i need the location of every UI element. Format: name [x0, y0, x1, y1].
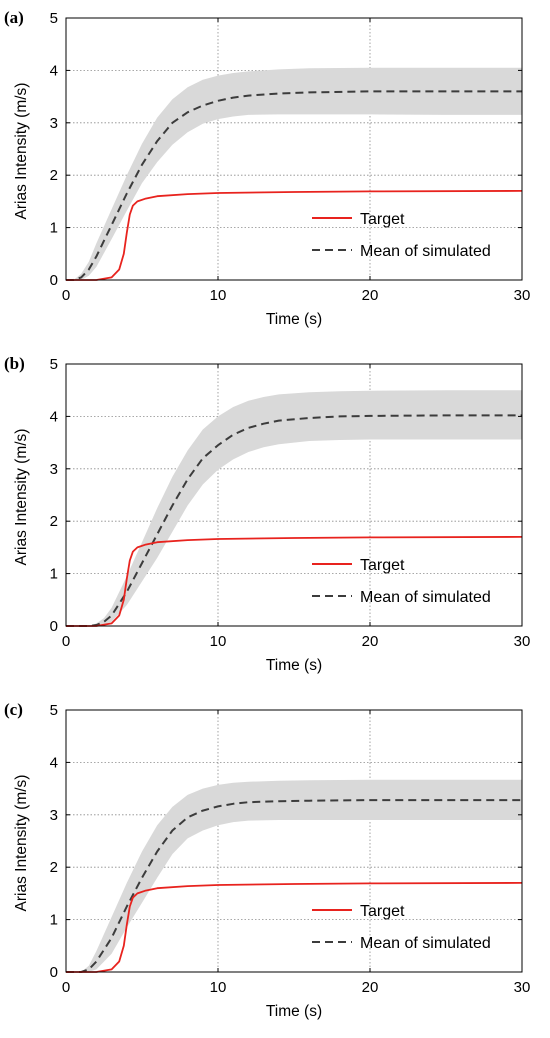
y-tick-label: 1 [50, 566, 58, 583]
y-tick-label: 0 [50, 964, 58, 981]
panel-label: (c) [4, 700, 23, 719]
legend-label-target: Target [360, 903, 405, 920]
y-tick-label: 3 [50, 115, 58, 132]
simulated-range-band [66, 390, 522, 626]
x-axis-title: Time (s) [266, 657, 322, 674]
y-tick-label: 2 [50, 167, 58, 184]
legend-label-mean-simulated: Mean of simulated [360, 589, 491, 606]
chart-panel-c: 0 10 20 30 0 1 2 3 4 5 Time (s) Arias Intensity (m/… [4, 700, 530, 1020]
simulated-range-band [66, 67, 522, 280]
plot-area [66, 18, 522, 280]
axes-frame [65, 709, 523, 973]
x-tick-label: 20 [362, 979, 379, 996]
y-axis-title: Arias Intensity (m/s) [13, 775, 30, 912]
x-tick-label: 10 [210, 287, 227, 304]
y-tick-label: 0 [50, 272, 58, 289]
x-tick-label: 30 [514, 633, 531, 650]
x-tick-label: 0 [62, 633, 70, 650]
chart-panel-a: 0 10 20 30 0 1 2 3 4 5 Time (s) Arias Intensity (m/… [4, 8, 530, 328]
legend-label-target: Target [360, 557, 405, 574]
y-tick-label: 4 [50, 408, 58, 425]
axes-frame [65, 363, 523, 627]
y-tick-label: 4 [50, 754, 58, 771]
target-line [66, 536, 523, 627]
x-axis-title: Time (s) [266, 1003, 322, 1020]
mean-simulated-line [66, 799, 522, 973]
y-tick-label: 2 [50, 859, 58, 876]
y-tick-label: 1 [50, 912, 58, 929]
panel-label: (a) [4, 8, 24, 27]
y-tick-label: 2 [50, 513, 58, 530]
target-line [66, 882, 523, 973]
y-axis-title: Arias Intensity (m/s) [13, 429, 30, 566]
y-tick-label: 0 [50, 618, 58, 635]
x-tick-label: 20 [362, 287, 379, 304]
y-tick-label: 3 [50, 461, 58, 478]
chart-panel-b: 0 10 20 30 0 1 2 3 4 5 Time (s) Arias Intensity (m/… [4, 354, 530, 674]
plot-area [66, 710, 522, 972]
mean-simulated-line [66, 414, 522, 627]
y-tick-label: 5 [50, 10, 58, 27]
x-axis-title: Time (s) [266, 311, 322, 328]
panel-label: (b) [4, 354, 25, 373]
x-tick-label: 0 [62, 287, 70, 304]
legend-label-target: Target [360, 211, 405, 228]
y-tick-label: 5 [50, 702, 58, 719]
y-tick-label: 4 [50, 62, 58, 79]
axes-frame [65, 17, 523, 281]
x-tick-label: 0 [62, 979, 70, 996]
mean-simulated-line [66, 90, 522, 281]
y-axis-title: Arias Intensity (m/s) [13, 83, 30, 220]
x-tick-label: 30 [514, 979, 531, 996]
legend-label-mean-simulated: Mean of simulated [360, 243, 491, 260]
legend-label-mean-simulated: Mean of simulated [360, 935, 491, 952]
x-tick-label: 10 [210, 633, 227, 650]
simulated-range-band [66, 779, 522, 972]
x-tick-label: 20 [362, 633, 379, 650]
x-tick-label: 30 [514, 287, 531, 304]
target-line [66, 190, 523, 281]
y-tick-label: 5 [50, 356, 58, 373]
y-tick-label: 1 [50, 220, 58, 237]
y-tick-label: 3 [50, 807, 58, 824]
x-tick-label: 10 [210, 979, 227, 996]
